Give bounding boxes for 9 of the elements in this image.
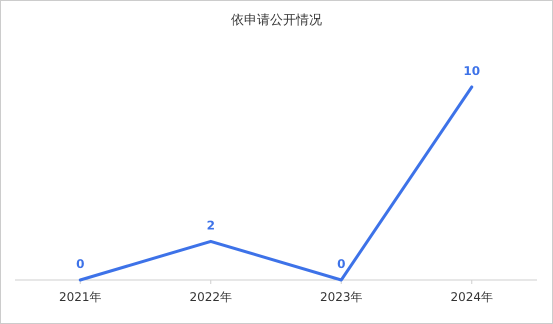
chart-title: 依申请公开情况 [231,13,322,28]
x-tick-label: 2021年 [58,290,102,304]
x-tick-label: 2024年 [450,290,494,304]
data-label: 0 [76,257,84,271]
x-tick-label: 2023年 [320,290,363,304]
x-tick-label: 2022年 [189,290,232,304]
data-label: 2 [206,218,215,232]
data-label: 0 [337,257,346,271]
data-label: 10 [463,64,480,78]
